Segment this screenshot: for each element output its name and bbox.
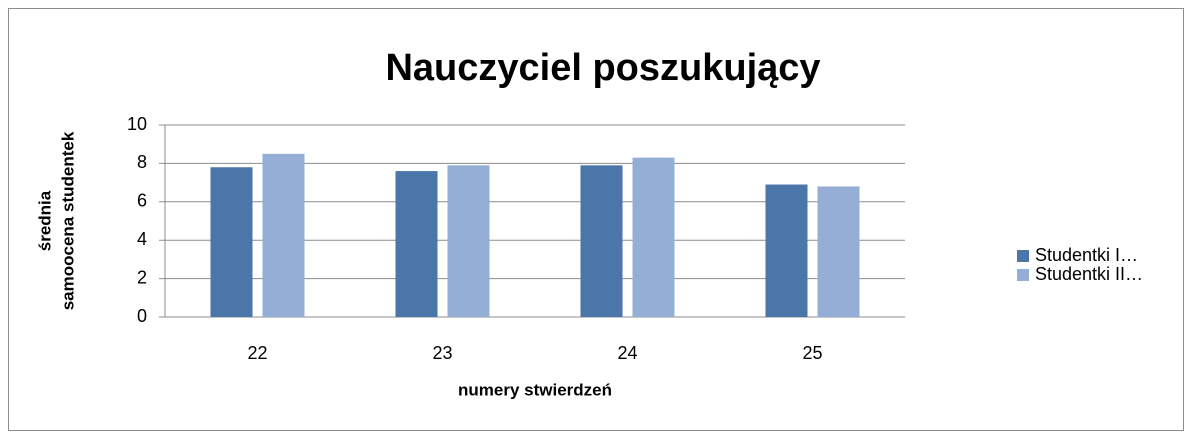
y-axis-label-line: samoocena studentek bbox=[58, 131, 77, 310]
y-tick-label: 8 bbox=[137, 152, 147, 172]
y-axis-label-line: średnia bbox=[35, 190, 54, 251]
y-tick-label: 2 bbox=[137, 267, 147, 287]
legend-swatch bbox=[1017, 250, 1029, 262]
x-tick-label: 25 bbox=[802, 343, 822, 363]
y-tick-label: 6 bbox=[137, 191, 147, 211]
legend-label: Studentki II… bbox=[1035, 264, 1143, 284]
bar bbox=[580, 165, 623, 317]
bar bbox=[817, 186, 860, 317]
bar bbox=[210, 167, 253, 317]
bar bbox=[765, 184, 808, 317]
bar bbox=[632, 157, 675, 317]
y-tick-label: 4 bbox=[137, 229, 147, 249]
legend-swatch bbox=[1017, 269, 1029, 281]
legend-label: Studentki I… bbox=[1035, 245, 1138, 265]
bar bbox=[395, 171, 438, 317]
bar bbox=[262, 153, 305, 317]
y-tick-label: 10 bbox=[127, 114, 147, 134]
x-tick-label: 24 bbox=[617, 343, 637, 363]
x-axis-label: numery stwierdzeń bbox=[458, 380, 612, 399]
x-tick-label: 23 bbox=[432, 343, 452, 363]
bar bbox=[447, 165, 490, 317]
chart-title: Nauczyciel poszukujący bbox=[385, 47, 820, 89]
y-tick-label: 0 bbox=[137, 306, 147, 326]
x-tick-label: 22 bbox=[247, 343, 267, 363]
y-axis-label: średnia samoocena studentek bbox=[35, 131, 77, 310]
